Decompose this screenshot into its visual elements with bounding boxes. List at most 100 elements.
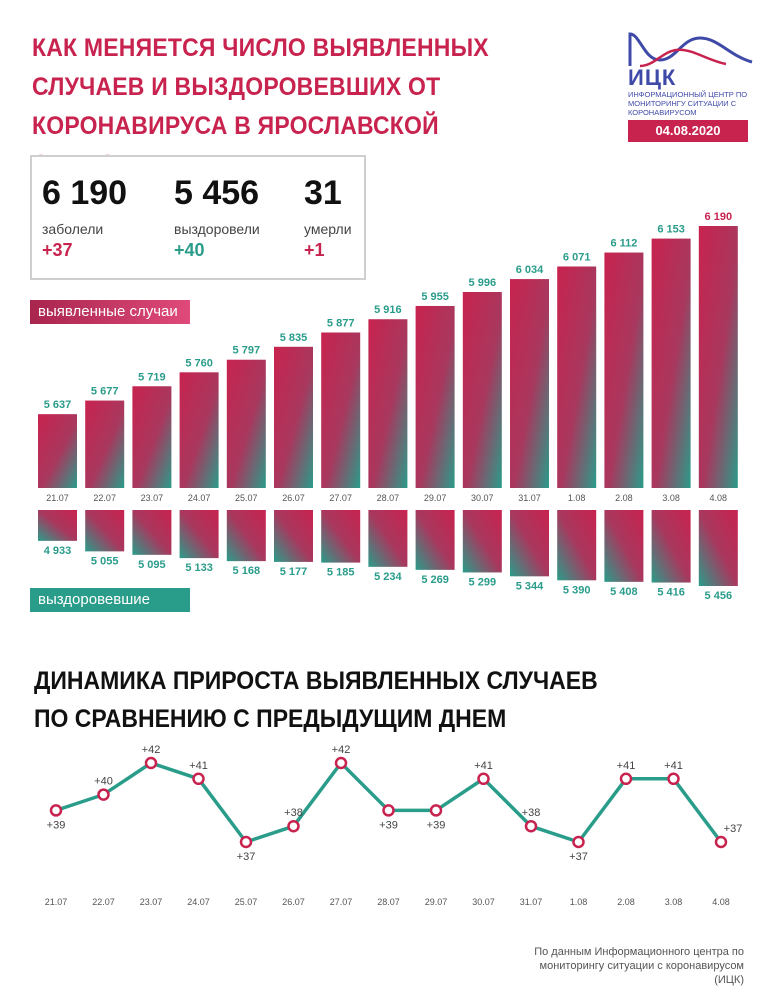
date-tick-label: 23.07 <box>141 493 164 503</box>
stat-recovered-value: 5 456 <box>174 174 260 212</box>
increment-point <box>714 835 728 849</box>
recovered-bar <box>85 510 125 552</box>
case-bar-label: 5 677 <box>91 386 119 398</box>
stat-cases-label: заболели <box>42 221 104 237</box>
case-bar-label: 6 034 <box>516 264 544 276</box>
date-tick-label: 25.07 <box>235 493 258 503</box>
increment-point <box>477 772 490 786</box>
stat-cases: 6 190 заболели +37 <box>42 175 127 261</box>
case-bar <box>698 226 738 488</box>
legend-recovered: выздоровевшие <box>30 588 190 612</box>
recovered-bar-label: 5 299 <box>469 576 497 588</box>
date-tick-label: 3.08 <box>662 493 680 503</box>
increment-label: +42 <box>332 744 351 756</box>
line-date-tick-label: 28.07 <box>377 897 400 907</box>
case-bar <box>368 319 408 488</box>
increment-label: +41 <box>617 760 636 772</box>
case-bar <box>557 266 597 488</box>
case-bar <box>274 346 313 488</box>
wave-logo-icon <box>628 32 753 68</box>
recovered-bar <box>651 510 691 583</box>
footer-text: По данным Информационного центра по мони… <box>534 946 744 986</box>
date-tick-label: 26.07 <box>282 493 305 503</box>
date-tick-label: 1.08 <box>568 493 586 503</box>
recovered-bar-label: 5 456 <box>705 590 733 602</box>
increment-label: +39 <box>379 819 398 831</box>
increment-point <box>619 772 633 786</box>
date-badge: 04.08.2020 <box>628 120 748 142</box>
line-date-tick-label: 26.07 <box>282 897 305 907</box>
increment-label: +40 <box>94 776 113 788</box>
recovered-bar <box>698 510 738 586</box>
stats-box: 6 190 заболели +37 5 456 выздоровели +40… <box>30 155 366 280</box>
case-bar-label: 5 955 <box>421 291 449 303</box>
case-bar <box>85 400 125 488</box>
recovered-bar-label: 5 408 <box>610 586 638 598</box>
date-tick-label: 24.07 <box>188 493 211 503</box>
case-bar-label: 6 112 <box>610 238 637 250</box>
increment-point <box>49 804 63 817</box>
case-bar-label: 6 190 <box>705 211 733 223</box>
increment-point <box>287 819 300 833</box>
increment-point <box>572 835 585 849</box>
increment-point <box>334 756 348 770</box>
case-bar <box>651 238 691 488</box>
recovered-bar-label: 5 234 <box>374 571 402 583</box>
date-tick-label: 22.07 <box>93 493 116 503</box>
recovered-bar-label: 5 095 <box>138 559 166 571</box>
case-bar <box>462 292 502 488</box>
case-bar <box>510 279 549 488</box>
recovered-bar <box>462 510 502 573</box>
increment-point <box>239 835 253 849</box>
recovered-bar-label: 5 168 <box>233 565 261 577</box>
line-date-tick-label: 29.07 <box>425 897 448 907</box>
date-tick-label: 2.08 <box>615 493 633 503</box>
stat-cases-value: 6 190 <box>42 174 128 212</box>
line-date-tick-label: 23.07 <box>140 897 163 907</box>
date-tick-label: 31.07 <box>518 493 541 503</box>
recovered-bar-label: 5 177 <box>280 566 308 578</box>
logo-subtitle: ИНФОРМАЦИОННЫЙ ЦЕНТР ПО МОНИТОРИНГУ СИТУ… <box>628 90 748 117</box>
recovered-bar <box>557 510 597 581</box>
case-bar-label: 5 996 <box>469 277 497 289</box>
line-date-tick-label: 4.08 <box>712 897 730 907</box>
line-date-tick-label: 3.08 <box>665 897 683 907</box>
increment-point <box>382 804 395 817</box>
line-date-tick-label: 22.07 <box>92 897 115 907</box>
increment-point <box>192 772 205 786</box>
recovered-bar-label: 5 344 <box>516 580 544 592</box>
increment-point <box>429 804 443 817</box>
case-bar <box>604 252 644 488</box>
case-bar-label: 5 916 <box>374 304 402 316</box>
increment-label: +39 <box>427 819 446 831</box>
case-bar-label: 5 637 <box>44 399 72 411</box>
increment-label: +37 <box>569 851 588 863</box>
increment-point <box>667 772 680 786</box>
increment-label: +38 <box>522 807 541 819</box>
recovered-bar <box>226 510 266 562</box>
page-title: КАК МЕНЯЕТСЯ ЧИСЛО ВЫЯВЛЕННЫХ СЛУЧАЕВ И … <box>32 33 489 178</box>
section-title: ДИНАМИКА ПРИРОСТА ВЫЯВЛЕННЫХ СЛУЧАЕВ ПО … <box>34 666 598 733</box>
increment-label: +41 <box>664 760 683 772</box>
recovered-bar-label: 5 269 <box>421 574 449 586</box>
case-bar <box>179 372 219 488</box>
increment-point <box>524 819 538 833</box>
line-date-tick-label: 30.07 <box>472 897 495 907</box>
increment-point <box>97 788 110 801</box>
recovered-bar <box>510 510 549 577</box>
recovered-bar-label: 5 390 <box>563 584 591 596</box>
case-bar <box>415 305 455 488</box>
case-bar-label: 6 153 <box>657 224 685 236</box>
recovered-bar <box>274 510 313 562</box>
stat-deaths: 31 умерли +1 <box>304 175 352 261</box>
increment-label: +42 <box>142 744 161 756</box>
date-tick-label: 28.07 <box>377 493 400 503</box>
recovered-bar-label: 5 133 <box>185 562 213 574</box>
stat-deaths-value: 31 <box>304 174 342 212</box>
stat-cases-delta: +37 <box>42 240 73 260</box>
stat-recovered-delta: +40 <box>174 240 205 260</box>
stat-deaths-label: умерли <box>304 221 352 237</box>
increment-point <box>144 756 158 770</box>
date-tick-label: 4.08 <box>710 493 728 503</box>
footer-source: По данным Информационного центра по мони… <box>524 945 744 987</box>
